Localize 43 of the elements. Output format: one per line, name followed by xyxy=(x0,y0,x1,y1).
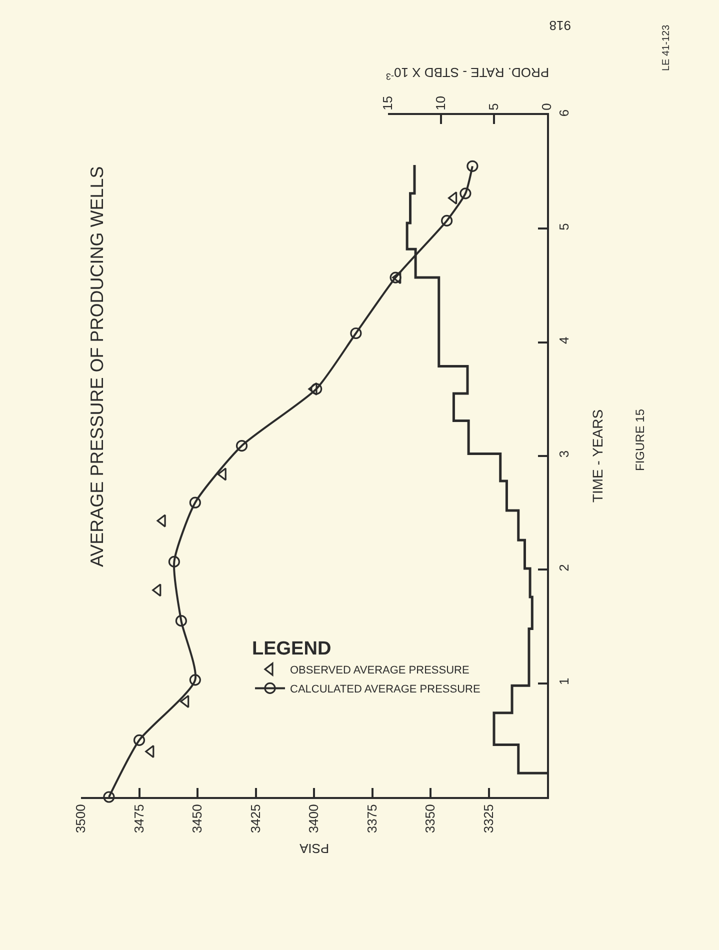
x2-tick-label: 15 xyxy=(380,96,396,110)
point xyxy=(175,615,187,627)
x-tick-label: 3450 xyxy=(190,804,205,834)
text: LE 41-123 xyxy=(661,24,672,71)
legend-label: CALCULATED AVERAGE PRESSURE xyxy=(290,683,480,696)
point xyxy=(441,214,453,227)
x-axis-title: PSIA xyxy=(299,841,330,856)
y-tick-label: 3 xyxy=(556,450,572,458)
point xyxy=(168,556,180,568)
point xyxy=(103,791,115,803)
y-tick-label: 4 xyxy=(556,336,572,344)
x-tick-label: 3325 xyxy=(480,804,496,834)
text: 918 xyxy=(549,18,571,33)
point xyxy=(189,674,201,686)
point xyxy=(217,468,226,481)
y-tick-label: 2 xyxy=(556,564,572,572)
x-tick-label: 3375 xyxy=(364,804,380,834)
x-tick-label: 3475 xyxy=(131,804,146,834)
x2-tick-label: 5 xyxy=(486,103,502,110)
point xyxy=(189,496,201,508)
point xyxy=(350,327,362,340)
y-axis-title: TIME - YEARS xyxy=(589,409,606,503)
x-tick-label: 3400 xyxy=(306,804,322,834)
point xyxy=(133,734,146,746)
x-tick-label: 3500 xyxy=(73,804,88,834)
x-tick-label: 3425 xyxy=(248,804,263,834)
text: AVERAGE PRESSURE OF PRODUCING WELLS xyxy=(87,166,107,567)
y-tick-label: 5 xyxy=(556,223,572,230)
point xyxy=(466,160,478,172)
x2-tick-label: 10 xyxy=(433,96,448,110)
legend-title: LEGEND xyxy=(252,638,332,660)
y-tick-label: 1 xyxy=(556,678,572,685)
point xyxy=(390,272,402,284)
point xyxy=(152,584,162,597)
point xyxy=(310,383,322,395)
point xyxy=(156,514,166,528)
x-tick-label: 3350 xyxy=(422,804,438,834)
legend-label: OBSERVED AVERAGE PRESSURE xyxy=(290,664,470,676)
y-tick-label: 6 xyxy=(556,109,572,117)
x2-tick-label: 0 xyxy=(539,103,554,110)
caption: FIGURE 15 xyxy=(633,408,647,471)
point xyxy=(236,440,248,452)
point xyxy=(460,188,472,200)
